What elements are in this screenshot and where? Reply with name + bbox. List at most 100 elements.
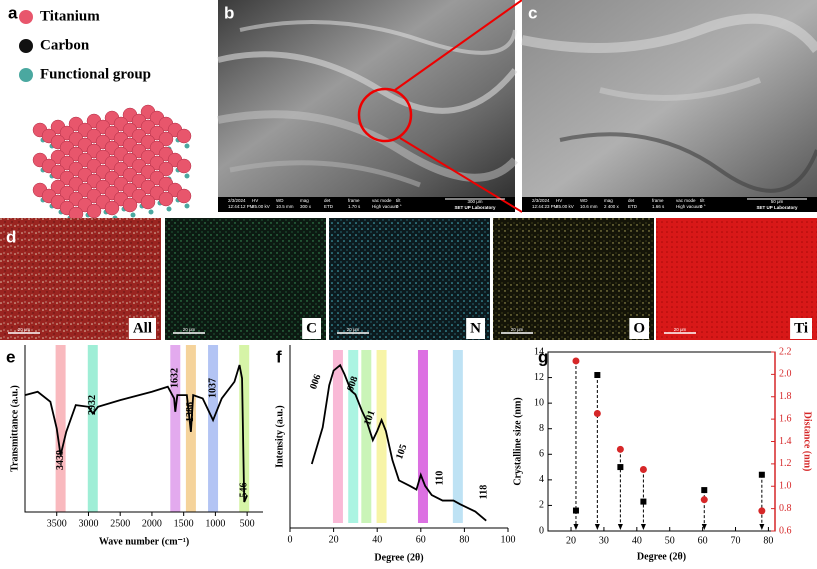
y-tick-label: 8 bbox=[539, 423, 544, 434]
y-tick-label: 10 bbox=[534, 397, 544, 408]
map-label: C bbox=[306, 320, 317, 336]
panel-b-image bbox=[217, 0, 523, 213]
atom-group bbox=[184, 173, 190, 179]
peak-band bbox=[208, 345, 219, 512]
sem-info: 1.70 s bbox=[348, 204, 361, 209]
atom-group bbox=[130, 212, 136, 218]
x-tick-label: 2000 bbox=[142, 518, 162, 529]
panel-c-image bbox=[521, 0, 817, 212]
data-point bbox=[640, 498, 647, 505]
x-tick-label: 100 bbox=[501, 534, 516, 545]
sem-info: 300 x bbox=[300, 204, 312, 209]
y-axis-title: Transmittance (a.u.) bbox=[9, 385, 20, 472]
peak-annotation: 105 bbox=[394, 443, 409, 461]
sem-info: 10.6 mm bbox=[580, 204, 598, 209]
x-axis-title: Degree (2θ) bbox=[374, 552, 423, 563]
y2-tick-label: 2.2 bbox=[779, 346, 792, 357]
y-axis-title: Intensity (a.u.) bbox=[274, 405, 285, 468]
y2-tick-label: 1.4 bbox=[779, 436, 792, 447]
panel-label: d bbox=[6, 227, 16, 246]
y2-tick-label: 1.6 bbox=[779, 413, 792, 424]
x-tick-label: 20 bbox=[329, 534, 339, 545]
sem-info: 12:44:23 PM bbox=[532, 204, 558, 209]
data-point bbox=[758, 471, 765, 478]
data-point bbox=[593, 410, 601, 418]
sem-info: det bbox=[628, 198, 635, 203]
eds-maps bbox=[0, 218, 817, 340]
atom-ti bbox=[140, 194, 156, 210]
data-point bbox=[701, 487, 708, 494]
legend-label: Carbon bbox=[40, 37, 90, 53]
y2-tick-label: 0.8 bbox=[779, 503, 792, 514]
atom-group bbox=[148, 209, 154, 215]
y-tick-label: 4 bbox=[539, 474, 544, 485]
y-tick-label: 6 bbox=[539, 449, 544, 460]
legend-label: Titanium bbox=[40, 8, 100, 24]
data-point bbox=[758, 507, 766, 515]
sem-info: tilt bbox=[700, 198, 705, 203]
x-tick-label: 0 bbox=[288, 534, 293, 545]
map-label-box bbox=[466, 318, 485, 339]
x-tick-label: 30 bbox=[599, 535, 609, 546]
sem-info: mag bbox=[604, 198, 613, 203]
panel-label: b bbox=[224, 3, 234, 22]
scale-label: 20 μm bbox=[183, 327, 196, 332]
drop-arrow bbox=[759, 524, 765, 530]
peak-band bbox=[361, 350, 372, 523]
map-label-box bbox=[629, 318, 649, 339]
sem-info: 0 ° bbox=[700, 204, 706, 209]
atom-ti bbox=[104, 200, 120, 216]
x-tick-label: 2500 bbox=[110, 518, 130, 529]
atom-ti bbox=[158, 131, 174, 147]
sem-info: frame bbox=[652, 198, 664, 203]
atom-ti bbox=[122, 197, 138, 213]
data-point bbox=[700, 496, 708, 504]
peak-band bbox=[170, 345, 181, 512]
x-tick-label: 40 bbox=[372, 534, 382, 545]
peak-band bbox=[87, 345, 98, 512]
x-tick-label: 60 bbox=[416, 534, 426, 545]
scale-label: 50 μm bbox=[771, 199, 784, 204]
sem-info: HV bbox=[556, 198, 562, 203]
x-tick-label: 80 bbox=[459, 534, 469, 545]
y2-tick-label: 1.0 bbox=[779, 481, 792, 492]
x-tick-label: 20 bbox=[566, 535, 576, 546]
atom-group bbox=[184, 203, 190, 209]
x-tick-label: 3000 bbox=[78, 518, 98, 529]
data-line bbox=[310, 363, 487, 522]
atom-group bbox=[166, 206, 172, 212]
map-label-box bbox=[128, 318, 156, 339]
sem-info: WD bbox=[276, 198, 284, 203]
legend-swatch bbox=[19, 10, 33, 24]
sem-info: vac mode bbox=[372, 198, 392, 203]
peak-band bbox=[332, 350, 343, 523]
data-point bbox=[594, 372, 601, 379]
sem-info: WD bbox=[580, 198, 588, 203]
peak-label: 1386 bbox=[185, 402, 196, 422]
x-axis-title: Wave number (cm⁻¹) bbox=[99, 536, 189, 547]
sem-info: High vacuum bbox=[372, 204, 399, 209]
peak-annotation: 008 bbox=[345, 375, 360, 393]
sem-info: det bbox=[324, 198, 331, 203]
peak-label: 1037 bbox=[207, 378, 218, 398]
sem-info: 2/3/2024 bbox=[228, 198, 246, 203]
sem-info: 2/3/2024 bbox=[532, 198, 550, 203]
x-tick-label: 50 bbox=[665, 535, 675, 546]
atom-ti bbox=[176, 128, 192, 144]
scale-label: 20 μm bbox=[18, 327, 31, 332]
lab-label: SET UP Laboratory bbox=[455, 205, 496, 210]
y2-tick-label: 2.0 bbox=[779, 369, 792, 380]
map-label-box bbox=[302, 318, 321, 339]
sem-info: High vacuum bbox=[676, 204, 703, 209]
sem-info: 10.5 mm bbox=[276, 204, 294, 209]
y-axis-title: Crystalline size (nm) bbox=[512, 397, 523, 485]
map-label: All bbox=[133, 320, 152, 336]
sem-info: frame bbox=[348, 198, 360, 203]
x-tick-label: 1500 bbox=[174, 518, 194, 529]
sem-info: 25.00 kV bbox=[252, 204, 270, 209]
scale-label: 20 μm bbox=[674, 327, 687, 332]
map-label: O bbox=[633, 320, 645, 336]
peak-annotation: 118 bbox=[478, 485, 489, 499]
x-axis-title: Degree (2θ) bbox=[637, 551, 686, 562]
peak-band bbox=[348, 350, 359, 523]
